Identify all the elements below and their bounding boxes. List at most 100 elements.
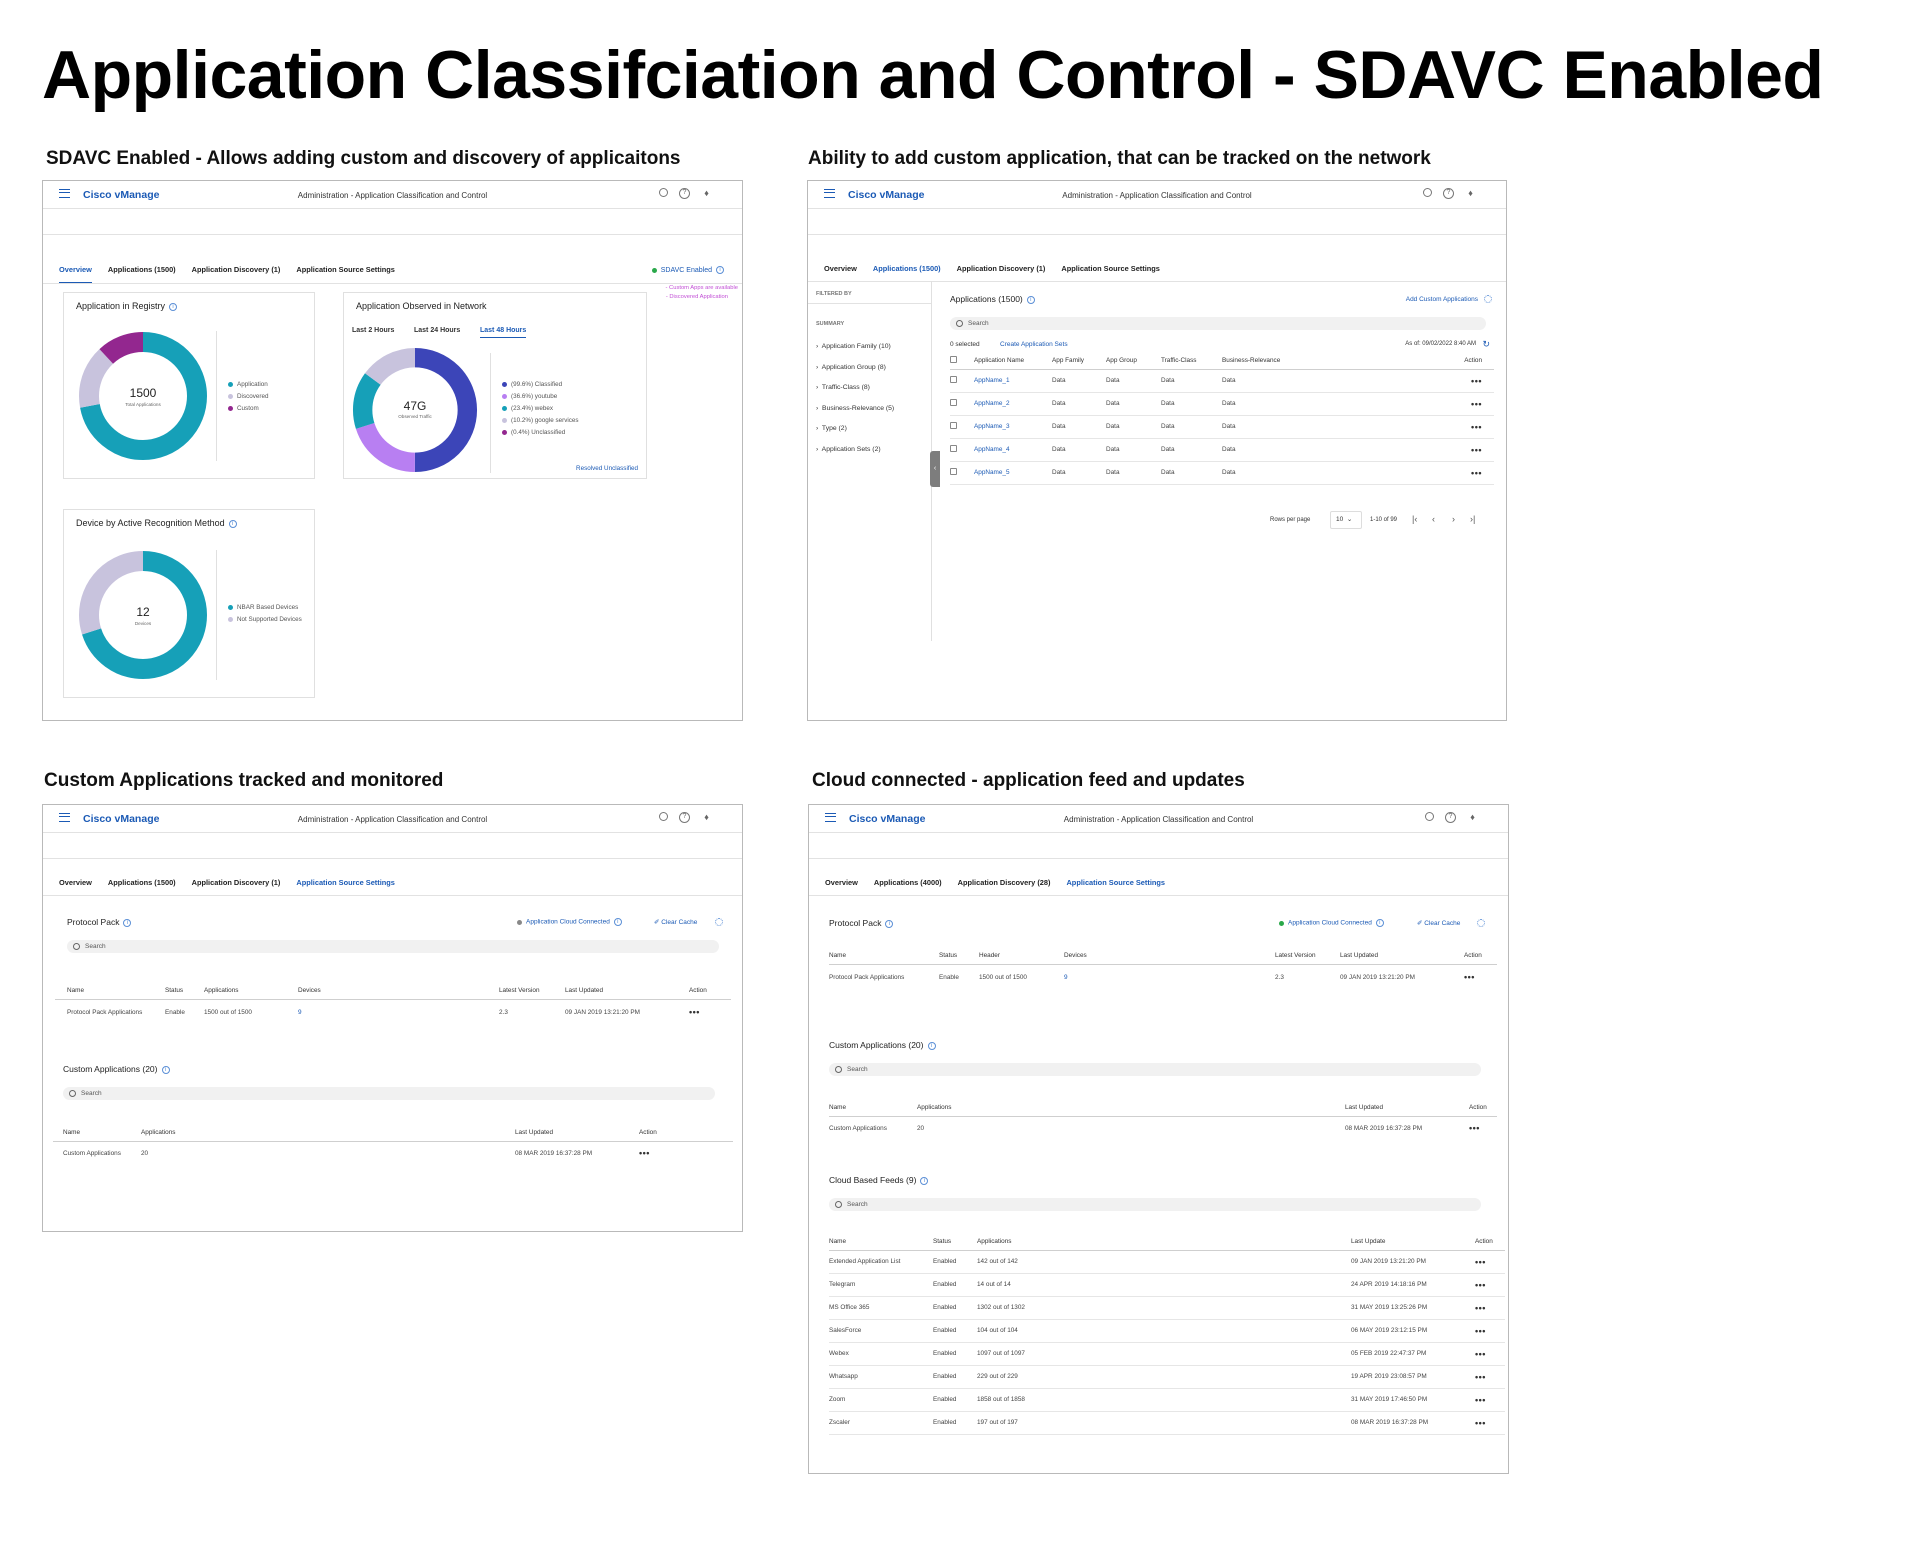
more-icon[interactable]: ••• [1475, 1250, 1505, 1274]
app-name-link[interactable]: AppName_1 [974, 369, 1052, 393]
create-app-sets-link[interactable]: Create Application Sets [1000, 341, 1068, 348]
filter-item[interactable]: › Traffic-Class (8) [816, 384, 870, 391]
rows-per-page-select[interactable]: 10 ⌄ [1330, 511, 1362, 529]
app-name-link[interactable]: AppName_5 [974, 461, 1052, 485]
tab-app-discovery[interactable]: Application Discovery (28) [957, 878, 1051, 887]
search-input[interactable]: Search [63, 1087, 715, 1100]
tab-source-settings[interactable]: Application Source Settings [296, 265, 395, 274]
more-icon[interactable]: ••• [1475, 1388, 1505, 1412]
search-icon[interactable] [1425, 812, 1434, 821]
range-48h[interactable]: Last 48 Hours [480, 327, 527, 338]
search-input[interactable]: Search [67, 940, 719, 953]
more-icon[interactable]: ••• [689, 1007, 700, 1018]
menu-icon[interactable] [824, 189, 835, 198]
devices-link[interactable]: 9 [1064, 973, 1068, 981]
help-icon[interactable]: ? [679, 812, 690, 823]
row-checkbox[interactable] [950, 422, 957, 429]
filter-item[interactable]: › Application Group (8) [816, 363, 886, 371]
collapse-handle[interactable]: ‹ [930, 451, 940, 487]
tab-overview[interactable]: Overview [824, 264, 857, 273]
first-page-icon[interactable]: |‹ [1412, 514, 1418, 524]
brand[interactable]: Cisco vManage [83, 189, 160, 201]
tab-overview[interactable]: Overview [59, 878, 92, 887]
settings-icon[interactable] [1484, 295, 1492, 303]
menu-icon[interactable] [59, 813, 70, 822]
devices-link[interactable]: 9 [298, 1008, 302, 1016]
more-icon[interactable]: ••• [1452, 369, 1494, 393]
tab-applications[interactable]: Applications (1500) [872, 264, 941, 282]
app-name-link[interactable]: AppName_3 [974, 415, 1052, 439]
help-icon[interactable]: ? [1443, 188, 1454, 199]
more-icon[interactable]: ••• [1475, 1319, 1505, 1343]
col-business-relevance[interactable]: Business-Relevance [1222, 353, 1452, 370]
more-icon[interactable]: ••• [1475, 1296, 1505, 1320]
add-custom-apps-link[interactable]: Add Custom Applications [1405, 296, 1478, 303]
app-name-link[interactable]: AppName_4 [974, 438, 1052, 462]
search-input[interactable]: Search [829, 1063, 1481, 1076]
row-checkbox[interactable] [950, 445, 957, 452]
range-2h[interactable]: Last 2 Hours [352, 327, 395, 334]
search-icon[interactable] [1423, 188, 1432, 197]
col-app-name[interactable]: Application Name [974, 353, 1052, 370]
tab-overview[interactable]: Overview [825, 878, 858, 887]
last-page-icon[interactable]: ›| [1470, 514, 1476, 524]
filter-item[interactable]: › Type (2) [816, 425, 847, 432]
more-icon[interactable]: ••• [1475, 1365, 1505, 1389]
more-icon[interactable]: ••• [1464, 972, 1475, 983]
row-checkbox[interactable] [950, 376, 957, 383]
tab-source-settings[interactable]: Application Source Settings [1061, 264, 1160, 273]
tab-applications[interactable]: Applications (1500) [107, 878, 176, 887]
tab-app-discovery[interactable]: Application Discovery (1) [191, 878, 281, 887]
filter-item[interactable]: › Application Sets (2) [816, 445, 881, 453]
clear-cache-button[interactable]: ✐ Clear Cache [1417, 920, 1461, 927]
search-icon[interactable] [659, 188, 668, 197]
tab-source-settings[interactable]: Application Source Settings [296, 878, 395, 896]
more-icon[interactable]: ••• [1475, 1273, 1505, 1297]
filter-item[interactable]: › Application Family (10) [816, 343, 891, 350]
menu-icon[interactable] [59, 189, 70, 198]
resolved-unclassified-link[interactable]: Resolved Unclassified [576, 465, 638, 472]
more-icon[interactable]: ••• [1469, 1123, 1480, 1134]
more-icon[interactable]: ••• [1452, 392, 1494, 416]
col-traffic-class[interactable]: Traffic-Class [1161, 353, 1222, 370]
app-name-link[interactable]: AppName_2 [974, 392, 1052, 416]
brand[interactable]: Cisco vManage [848, 189, 925, 201]
help-icon[interactable]: ? [1445, 812, 1456, 823]
more-icon[interactable]: ••• [1475, 1411, 1505, 1435]
tab-app-discovery[interactable]: Application Discovery (1) [956, 264, 1046, 273]
bell-icon[interactable]: ♦ [1468, 188, 1473, 198]
settings-icon[interactable] [715, 918, 723, 926]
tab-applications[interactable]: Applications (4000) [873, 878, 942, 887]
more-icon[interactable]: ••• [1475, 1342, 1505, 1366]
range-24h[interactable]: Last 24 Hours [414, 327, 461, 334]
more-icon[interactable]: ••• [1452, 461, 1494, 485]
more-icon[interactable]: ••• [1452, 438, 1494, 462]
more-icon[interactable]: ••• [639, 1148, 650, 1159]
brand[interactable]: Cisco vManage [83, 813, 160, 825]
row-checkbox[interactable] [950, 468, 957, 475]
tab-source-settings[interactable]: Application Source Settings [1066, 878, 1166, 896]
col-app-family[interactable]: App Family [1052, 353, 1106, 370]
help-icon[interactable]: ? [679, 188, 690, 199]
menu-icon[interactable] [825, 813, 836, 822]
prev-page-icon[interactable]: ‹ [1432, 514, 1435, 524]
search-input[interactable]: Search [829, 1198, 1481, 1211]
next-page-icon[interactable]: › [1452, 514, 1455, 524]
tab-app-discovery[interactable]: Application Discovery (1) [191, 265, 281, 274]
search-input[interactable]: Search [950, 317, 1486, 330]
tab-applications[interactable]: Applications (1500) [107, 265, 176, 274]
more-icon[interactable]: ••• [1452, 415, 1494, 439]
bell-icon[interactable]: ♦ [704, 188, 709, 198]
bell-icon[interactable]: ♦ [704, 812, 709, 822]
row-checkbox[interactable] [950, 399, 957, 406]
select-all-checkbox[interactable] [950, 356, 957, 364]
brand[interactable]: Cisco vManage [849, 813, 926, 825]
col-app-group[interactable]: App Group [1106, 353, 1161, 370]
refresh-icon[interactable]: ↻ [1482, 339, 1490, 349]
settings-icon[interactable] [1477, 919, 1485, 927]
bell-icon[interactable]: ♦ [1470, 812, 1475, 822]
filter-item[interactable]: › Business-Relevance (5) [816, 404, 895, 412]
search-icon[interactable] [659, 812, 668, 821]
tab-overview[interactable]: Overview [59, 265, 92, 283]
clear-cache-button[interactable]: ✐ Clear Cache [654, 919, 698, 926]
